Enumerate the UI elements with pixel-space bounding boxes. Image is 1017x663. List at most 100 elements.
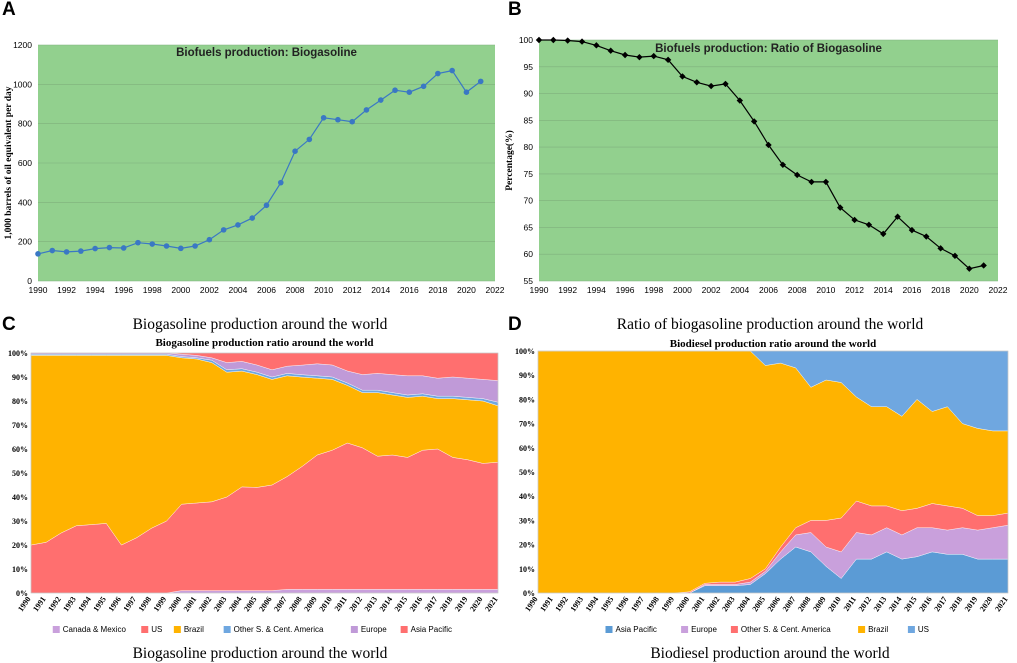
y-tick-d: 20%: [519, 541, 535, 550]
x-tick-a: 1992: [57, 285, 76, 295]
data-point-a: [349, 118, 355, 125]
x-tick-b: 2000: [673, 285, 692, 295]
data-point-a: [220, 227, 227, 233]
data-point-b: [593, 42, 600, 49]
panel-letter-c: C: [2, 314, 16, 335]
data-point-b: [550, 36, 557, 44]
data-point-a: [178, 245, 184, 252]
x-tick-d: 2001: [690, 595, 707, 613]
y-tick-b: 95: [524, 62, 534, 72]
y-tick-c: 20%: [12, 541, 28, 550]
data-point-a: [435, 70, 441, 77]
x-tick-d: 1994: [584, 595, 601, 613]
y-tick-b: 75: [524, 169, 534, 179]
y-tick-c: 60%: [12, 445, 28, 454]
data-point-a: [277, 179, 284, 186]
x-tick-d: 2003: [720, 595, 737, 613]
x-tick-a: 2006: [257, 285, 276, 295]
y-tick-a: 1000: [13, 79, 32, 89]
data-point-a: [163, 243, 170, 249]
y-tick-b: 55: [524, 276, 534, 286]
x-tick-d: 1991: [538, 595, 555, 613]
plot-frame-c: [30, 352, 499, 594]
y-tick-c: 100%: [8, 349, 28, 358]
data-point-a: [35, 251, 41, 257]
chart-title-b: Biofuels production: Ratio of Biogasolin…: [655, 43, 882, 55]
x-tick-d: 1992: [553, 595, 570, 613]
x-tick-b: 2018: [931, 285, 950, 295]
legend-swatch-c-asia-pacific: [400, 626, 408, 633]
chart-title-a: Biofuels production: Biogasoline: [176, 47, 357, 59]
x-tick-d: 1995: [599, 595, 616, 613]
legend-label-c-brazil: Brazil: [184, 625, 204, 634]
y-tick-a: 200: [18, 237, 32, 247]
data-point-b: [650, 52, 657, 60]
data-point-a: [392, 87, 398, 94]
chart-title-d: Biodiesel production ratio around the wo…: [670, 338, 876, 350]
data-point-b: [664, 56, 672, 64]
y-tick-c: 70%: [12, 421, 28, 430]
data-point-b: [865, 221, 873, 228]
x-tick-d: 1999: [660, 595, 677, 613]
x-tick-d: 2020: [978, 595, 995, 613]
x-tick-d: 2013: [872, 595, 889, 613]
x-tick-a: 1996: [114, 285, 133, 295]
legend-swatch-c-canada-mexico: [52, 626, 60, 633]
x-tick-d: 2004: [735, 595, 752, 613]
data-point-a: [377, 97, 384, 103]
x-tick-d: 2006: [766, 595, 783, 613]
x-tick-b: 1990: [530, 285, 549, 295]
x-tick-b: 1992: [558, 285, 577, 295]
x-tick-a: 2012: [343, 285, 362, 295]
y-tick-d: 30%: [519, 516, 535, 525]
data-point-b: [607, 47, 614, 54]
x-tick-a: 1998: [143, 285, 162, 295]
legend-swatch-c-brazil: [173, 626, 181, 633]
panel-letter-b: B: [508, 0, 522, 20]
x-tick-a: 2008: [286, 285, 305, 295]
data-point-b: [980, 262, 987, 269]
panel-letter-a: A: [2, 0, 16, 20]
data-point-a: [320, 114, 327, 121]
legend-swatch-d-other-s-cent-america: [730, 626, 738, 633]
x-tick-d: 2007: [781, 595, 798, 613]
data-point-b: [851, 216, 858, 224]
x-tick-d: 2002: [705, 595, 722, 613]
data-point-a: [306, 136, 313, 143]
y-tick-b: 70: [524, 196, 534, 206]
data-point-a: [292, 148, 298, 154]
x-tick-a: 2014: [371, 285, 390, 295]
data-point-b: [750, 118, 758, 125]
y-axis-label-a: 1,000 barrels of oil equivalent per day: [4, 86, 14, 239]
data-point-a: [206, 236, 213, 243]
data-point-b: [636, 53, 643, 61]
caption-d: Biodiesel production around the world: [650, 645, 890, 662]
x-tick-a: 1994: [86, 285, 105, 295]
plot-area-b: [539, 40, 998, 281]
data-point-a: [192, 243, 198, 249]
x-tick-d: 1998: [644, 595, 661, 613]
data-point-a: [78, 248, 84, 254]
legend-label-d-other-s-cent-america: Other S. & Cent. America: [741, 625, 831, 634]
x-tick-d: 2015: [902, 595, 919, 613]
data-point-a: [106, 244, 113, 251]
y-tick-c: 40%: [12, 493, 28, 502]
y-tick-d: 70%: [519, 420, 535, 429]
data-point-a: [463, 89, 470, 95]
legend-label-d-europe: Europe: [691, 625, 717, 634]
data-point-a: [406, 89, 413, 95]
y-tick-d: 80%: [519, 395, 535, 404]
x-tick-a: 2016: [400, 285, 419, 295]
y-tick-b: 100: [519, 35, 533, 45]
data-point-a: [135, 239, 141, 246]
data-point-b: [578, 38, 586, 45]
y-axis-label-b: Percentage(%): [504, 130, 515, 191]
legend-swatch-d-asia-pacific: [605, 626, 613, 633]
caption-b: Ratio of biogasoline production around t…: [616, 316, 924, 333]
x-tick-b: 2014: [874, 285, 893, 295]
y-tick-c: 30%: [12, 517, 28, 526]
x-tick-b: 1998: [644, 285, 663, 295]
data-point-b: [679, 73, 686, 80]
